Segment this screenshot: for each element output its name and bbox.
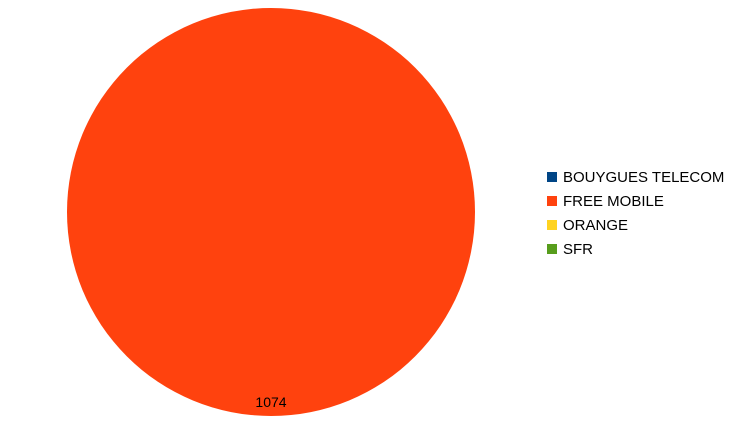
pie-slice-free-mobile — [67, 8, 475, 416]
legend-label: BOUYGUES TELECOM — [563, 169, 724, 186]
pie-slices — [67, 8, 475, 416]
legend: BOUYGUES TELECOM FREE MOBILE ORANGE SFR — [547, 169, 724, 258]
legend-item-free-mobile: FREE MOBILE — [547, 193, 664, 210]
legend-item-sfr: SFR — [547, 241, 593, 258]
legend-label: FREE MOBILE — [563, 193, 664, 210]
legend-label: ORANGE — [563, 217, 628, 234]
legend-item-bouygues-telecom: BOUYGUES TELECOM — [547, 169, 724, 186]
legend-label: SFR — [563, 241, 593, 258]
legend-swatch — [547, 244, 557, 254]
legend-swatch — [547, 172, 557, 182]
legend-swatch — [547, 196, 557, 206]
legend-swatch — [547, 220, 557, 230]
legend-item-orange: ORANGE — [547, 217, 628, 234]
data-label-free-mobile: 1074 — [255, 394, 286, 410]
pie-data-labels: 1074 — [255, 394, 286, 410]
